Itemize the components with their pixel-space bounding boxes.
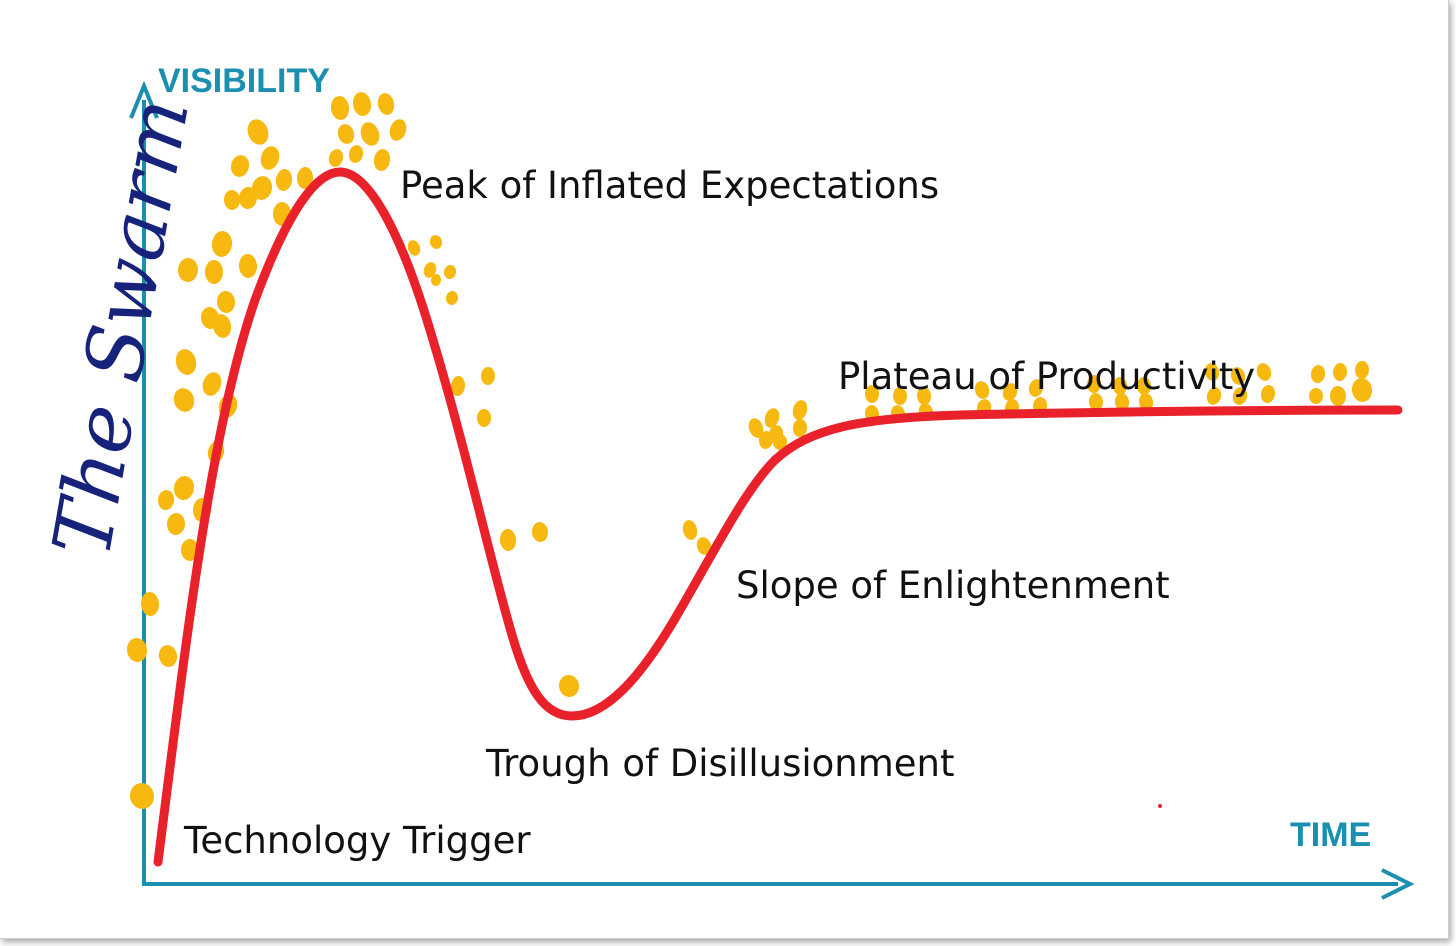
swarm-dot	[1138, 393, 1154, 411]
axes	[129, 80, 1415, 900]
swarm-dot	[974, 381, 990, 399]
swarm-dot	[352, 92, 372, 116]
swarm-dot	[748, 418, 764, 438]
swarm-dot	[1308, 388, 1324, 404]
swarm-dot	[1256, 363, 1272, 381]
swarm-dot	[1329, 386, 1347, 406]
swarm-dot	[682, 520, 698, 540]
swarm-dot	[1136, 377, 1152, 395]
label-technology-trigger: Technology Trigger	[183, 819, 531, 862]
swarm-dot	[1028, 379, 1044, 397]
swarm-dot	[792, 400, 808, 420]
swarm-dot	[792, 419, 808, 437]
swarm-dot	[1206, 387, 1222, 405]
swarm-dot	[558, 675, 580, 697]
swarm-dot	[430, 274, 442, 286]
x-axis-title: TIME	[1290, 816, 1371, 854]
swarm-dot	[423, 262, 437, 278]
swarm-dot	[916, 387, 932, 405]
swarm-dot	[129, 783, 155, 809]
swarm-dot	[173, 476, 195, 500]
swarm-dot	[1002, 383, 1018, 401]
swarm-dot	[202, 372, 222, 396]
swarm-dot	[126, 638, 148, 662]
swarm-dot	[296, 167, 314, 189]
label-trough-of-disillusionment: Trough of Disillusionment	[485, 742, 955, 785]
swarm-dot	[157, 490, 175, 510]
swarm-dot	[443, 265, 457, 279]
label-plateau-of-productivity: Plateau of Productivity	[838, 355, 1255, 398]
swarm-dot	[337, 124, 355, 144]
y-axis-title: VISIBILITY	[158, 62, 330, 100]
swarm-dot	[1230, 367, 1246, 385]
swarm-dot	[429, 235, 443, 249]
swarm-dot	[1351, 378, 1373, 402]
swarm-dot	[445, 291, 459, 305]
swarm-dot	[531, 522, 549, 542]
label-peak-of-inflated-expectations: Peak of Inflated Expectations	[400, 164, 939, 207]
label-slope-of-enlightenment: Slope of Enlightenment	[736, 564, 1170, 607]
swarm-dot	[865, 385, 879, 403]
swarm-dot	[348, 145, 364, 163]
swarm-dot	[1204, 363, 1220, 381]
y-axis-arrowhead	[129, 80, 159, 119]
swarm-dot	[177, 258, 199, 282]
swarm-dot	[166, 513, 186, 535]
x-axis-arrowhead	[1381, 868, 1415, 900]
swarm-dot	[175, 349, 197, 375]
swarm-dot	[247, 119, 269, 145]
swarm-dot	[758, 431, 774, 449]
swarm-dot	[1112, 377, 1128, 395]
swarm-dot	[275, 169, 293, 191]
swarm-dots	[126, 92, 1373, 809]
swarm-dot	[480, 367, 496, 385]
swarm-dot	[377, 93, 395, 115]
swarm-dot	[373, 149, 391, 171]
swarm-dot	[892, 387, 908, 405]
swarm-dot	[1332, 363, 1348, 381]
swarm-dot	[772, 434, 788, 450]
swarm-dot	[140, 592, 160, 616]
swarm-dot	[216, 291, 236, 313]
swarm-dot	[238, 187, 258, 209]
swarm-dot	[158, 645, 178, 667]
swarm-dot	[211, 231, 233, 257]
hype-curve	[153, 167, 1403, 867]
swarm-dot	[260, 146, 280, 170]
swarm-dot	[173, 388, 195, 412]
swarm-dot	[450, 376, 466, 396]
swarm-dot	[476, 409, 492, 427]
swarm-dot	[1310, 365, 1326, 383]
swarm-dot	[1354, 361, 1370, 379]
swarm-dot	[223, 190, 241, 210]
swarm-dot	[238, 254, 258, 278]
swarm-dot	[230, 155, 250, 177]
swarm-dot	[251, 176, 273, 200]
swarm-dot	[1232, 387, 1248, 405]
swarm-dot	[407, 240, 421, 256]
swarm-dot	[1086, 375, 1102, 393]
swarm-dot	[389, 119, 407, 141]
swarm-dot	[330, 96, 350, 120]
swarm-dot	[205, 260, 223, 284]
swarm-dot	[328, 149, 344, 167]
swarm-dot	[1114, 393, 1130, 411]
swarm-dot	[1088, 393, 1104, 411]
red-speck	[1158, 804, 1162, 808]
swarm-dot	[764, 408, 780, 428]
swarm-dot	[360, 122, 380, 146]
swarm-dot	[499, 529, 517, 551]
swarm-dot	[1260, 385, 1276, 403]
swarm-dot	[212, 314, 232, 338]
swarm-dot	[696, 537, 712, 555]
